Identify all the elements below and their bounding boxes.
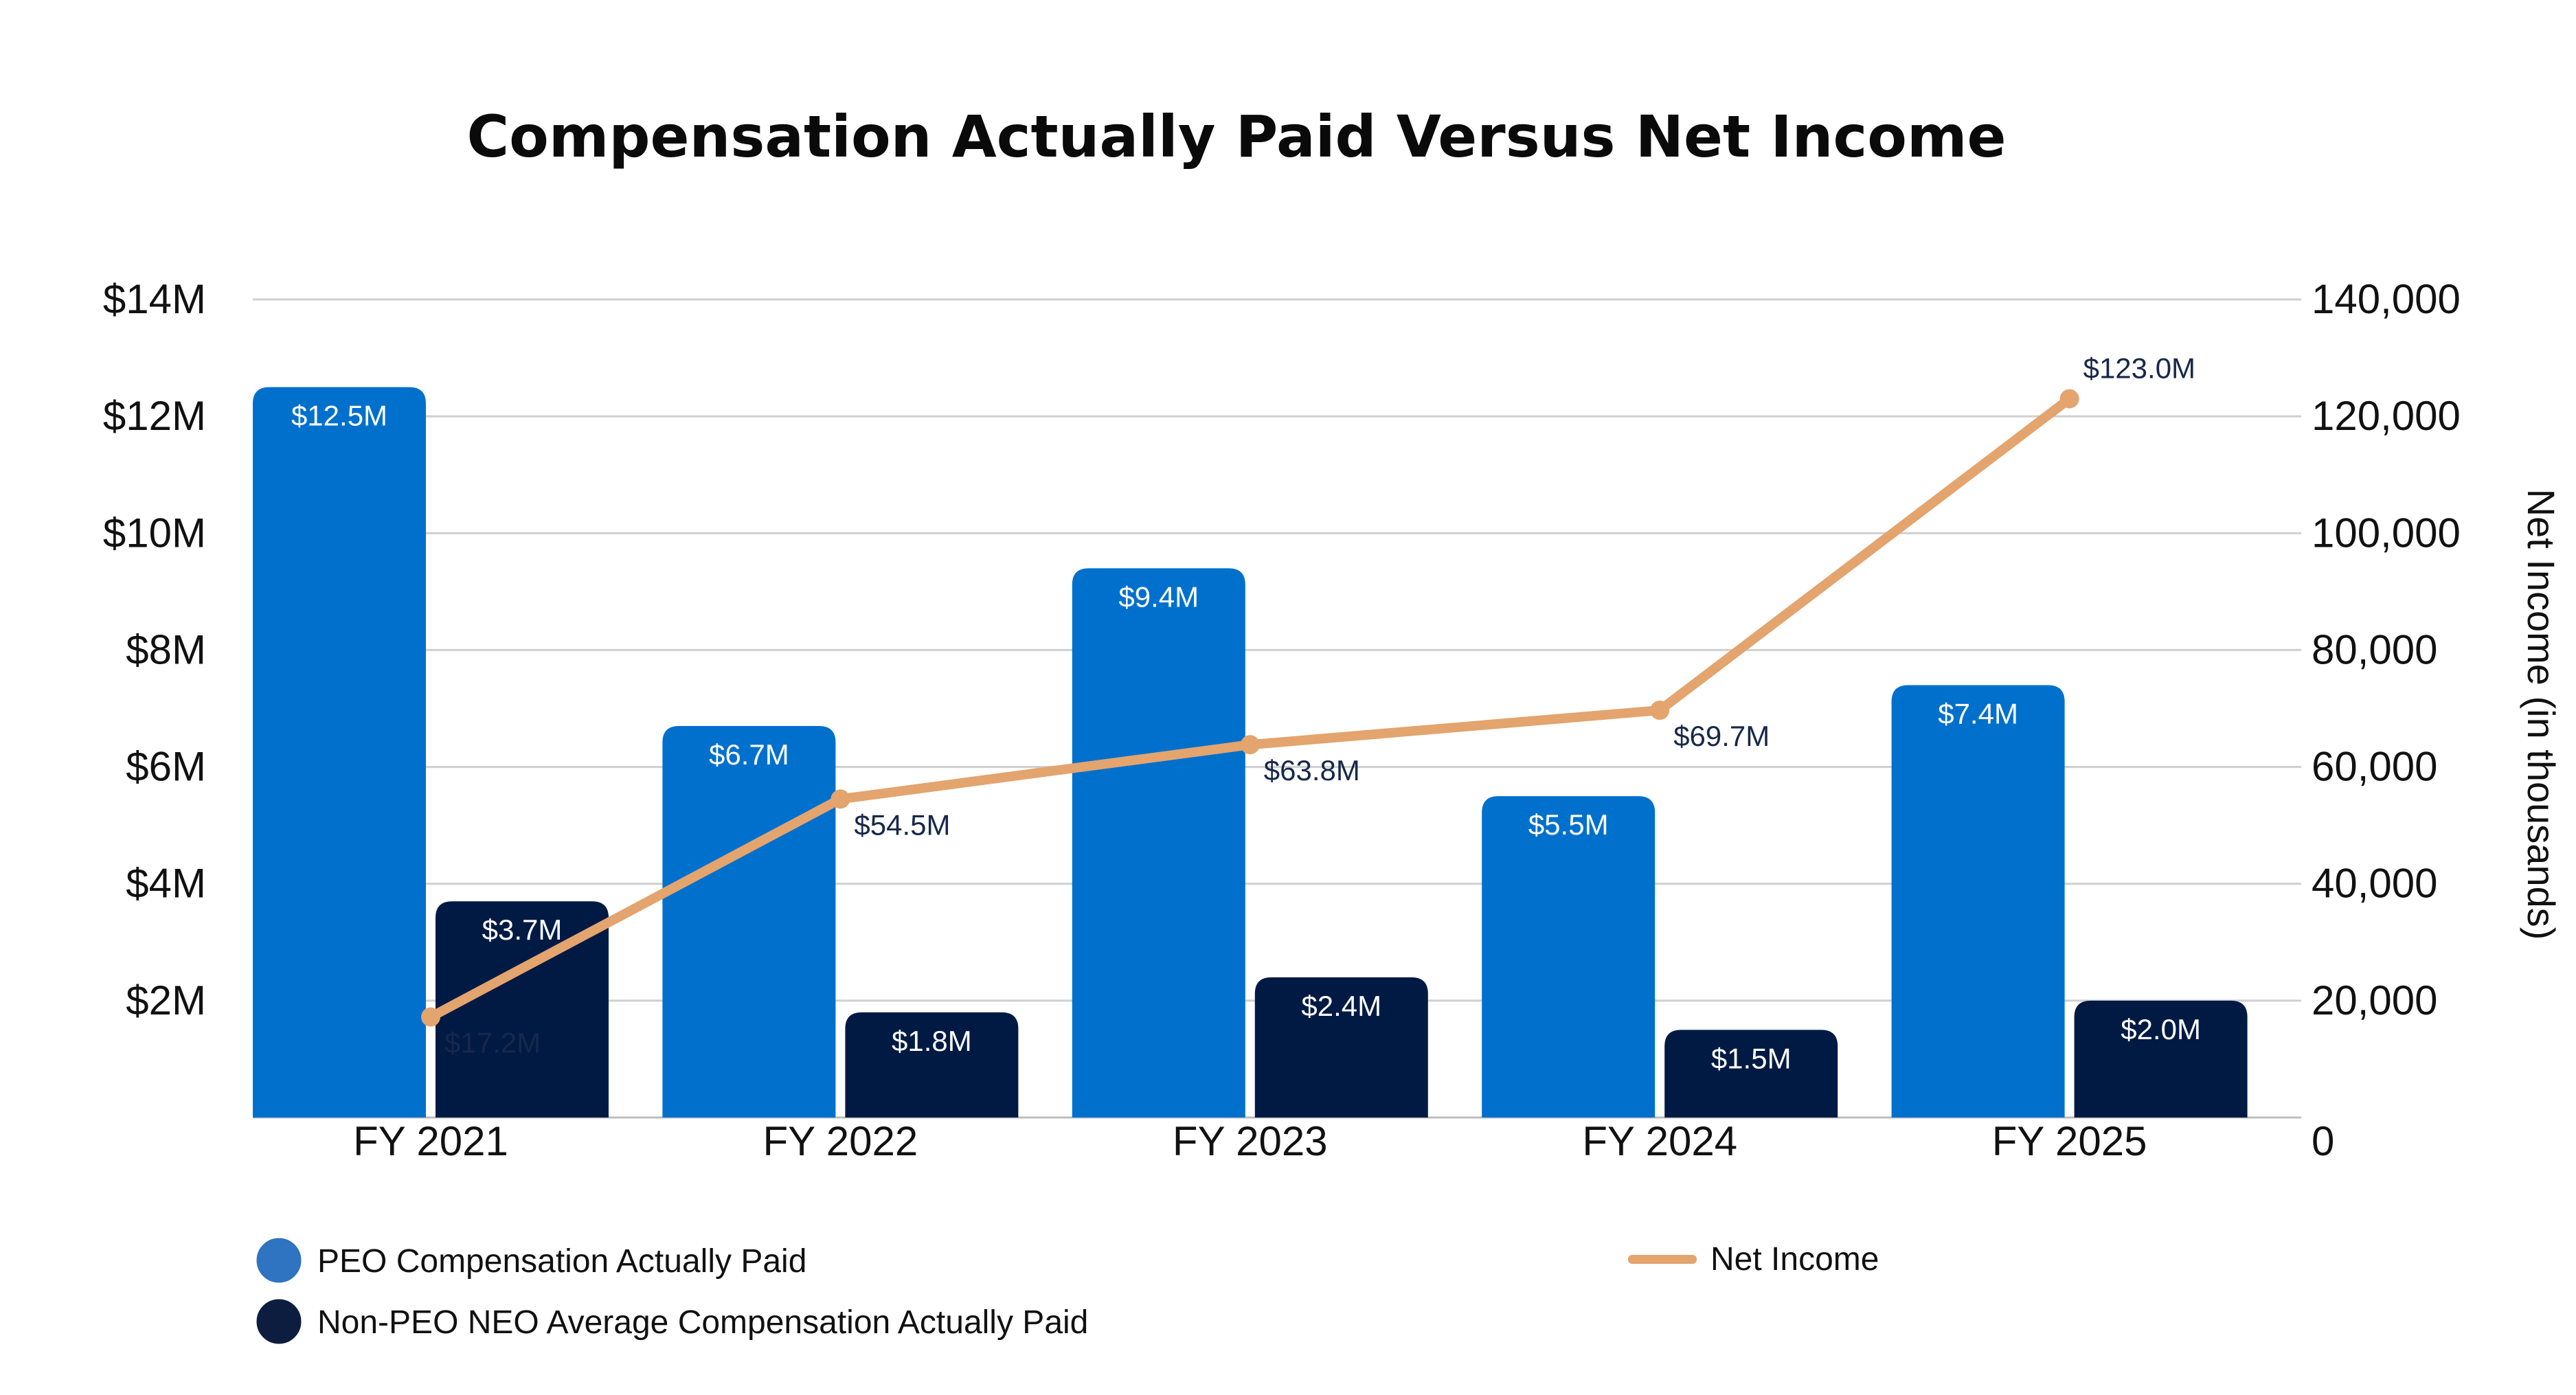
category-label: FY 2025 (1992, 1118, 2147, 1164)
net-income-value-label: $54.5M (854, 808, 950, 841)
net-income-labels: $17.2M $54.5M $63.8M $69.7M $123.0M (444, 352, 2195, 1059)
right-tick-label: 40,000 (2312, 861, 2438, 907)
legend-net-income-swatch (1628, 1255, 1697, 1264)
gridlines (253, 298, 2301, 1119)
peo-bar (1072, 568, 1245, 1118)
bar-value-label: $2.4M (1301, 990, 1381, 1022)
net-income-point (1240, 735, 1260, 755)
legend: PEO Compensation Actually Paid Non-PEO N… (254, 1236, 1879, 1346)
neo-bar (1254, 977, 1428, 1118)
right-tick-label: 80,000 (2312, 626, 2438, 672)
net-income-value-label: $69.7M (1673, 720, 1770, 752)
neo-bar (2074, 1000, 2248, 1118)
right-tick-label: 140,000 (2312, 276, 2461, 322)
right-axis-title: Net Income (in thousands) (2520, 489, 2563, 940)
net-income-value-label: $17.2M (444, 1027, 541, 1059)
left-tick-label: $10M (103, 510, 206, 556)
right-tick-label: 120,000 (2312, 393, 2461, 439)
category-label: FY 2023 (1173, 1118, 1328, 1164)
legend-peo-swatch (254, 1236, 304, 1285)
legend-peo-label: PEO Compensation Actually Paid (317, 1243, 806, 1280)
net-income-point (831, 789, 850, 809)
left-axis-ticks: $2M $4M $6M $8M $10M $12M $14M (103, 276, 206, 1023)
legend-neo-swatch (254, 1297, 304, 1346)
left-tick-label: $8M (126, 626, 206, 672)
legend-net-income-label: Net Income (1710, 1241, 1879, 1278)
right-axis-ticks: 0 20,000 40,000 60,000 80,000 100,000 120,000 1… (2312, 276, 2461, 1164)
neo-bar (845, 1012, 1019, 1118)
peo-bar (662, 726, 836, 1118)
left-tick-label: $2M (126, 977, 206, 1023)
bar-value-label: $3.7M (482, 914, 563, 946)
bar-value-label: $1.5M (1711, 1042, 1792, 1074)
bar-value-label: $2.0M (2121, 1013, 2201, 1045)
bar-value-label: $12.5M (291, 400, 387, 432)
net-income-line-layer (421, 389, 2079, 1027)
bar-value-label: $1.8M (892, 1025, 972, 1057)
peo-bar (1482, 796, 1656, 1118)
net-income-point (1650, 701, 1670, 721)
bar-value-label: $6.7M (709, 738, 789, 771)
category-labels: FY 2021 FY 2022 FY 2023 FY 2024 FY 2025 (353, 1118, 2147, 1164)
bar-value-label: $7.4M (1938, 697, 2018, 729)
category-label: FY 2021 (353, 1118, 508, 1164)
peo-bar (1891, 685, 2065, 1118)
net-income-value-label: $123.0M (2083, 352, 2195, 385)
neo-bar (436, 901, 609, 1118)
net-income-point (421, 1007, 440, 1027)
peo-bar (253, 387, 426, 1118)
right-tick-label: 0 (2312, 1118, 2334, 1164)
left-tick-label: $12M (103, 393, 206, 439)
bar-value-label: $5.5M (1528, 808, 1609, 841)
net-income-value-label: $63.8M (1264, 754, 1360, 786)
left-tick-label: $14M (103, 276, 206, 322)
left-tick-label: $4M (126, 861, 206, 907)
neo-bar (1664, 1030, 1838, 1118)
right-tick-label: 60,000 (2312, 744, 2438, 790)
category-label: FY 2024 (1582, 1118, 1737, 1164)
right-tick-label: 100,000 (2312, 510, 2461, 556)
legend-neo-label: Non-PEO NEO Average Compensation Actuall… (317, 1304, 1088, 1341)
category-label: FY 2022 (763, 1118, 918, 1164)
right-tick-label: 20,000 (2312, 977, 2438, 1023)
bars (253, 387, 2248, 1118)
chart-title: Compensation Actually Paid Versus Net In… (467, 103, 2007, 170)
bar-value-label: $9.4M (1118, 580, 1199, 613)
left-tick-label: $6M (126, 744, 206, 790)
net-income-point (2059, 389, 2079, 409)
bar-labels: $12.5M $3.7M $6.7M $1.8M $9.4M $2.4M $5.5M $1.5… (291, 400, 2201, 1075)
